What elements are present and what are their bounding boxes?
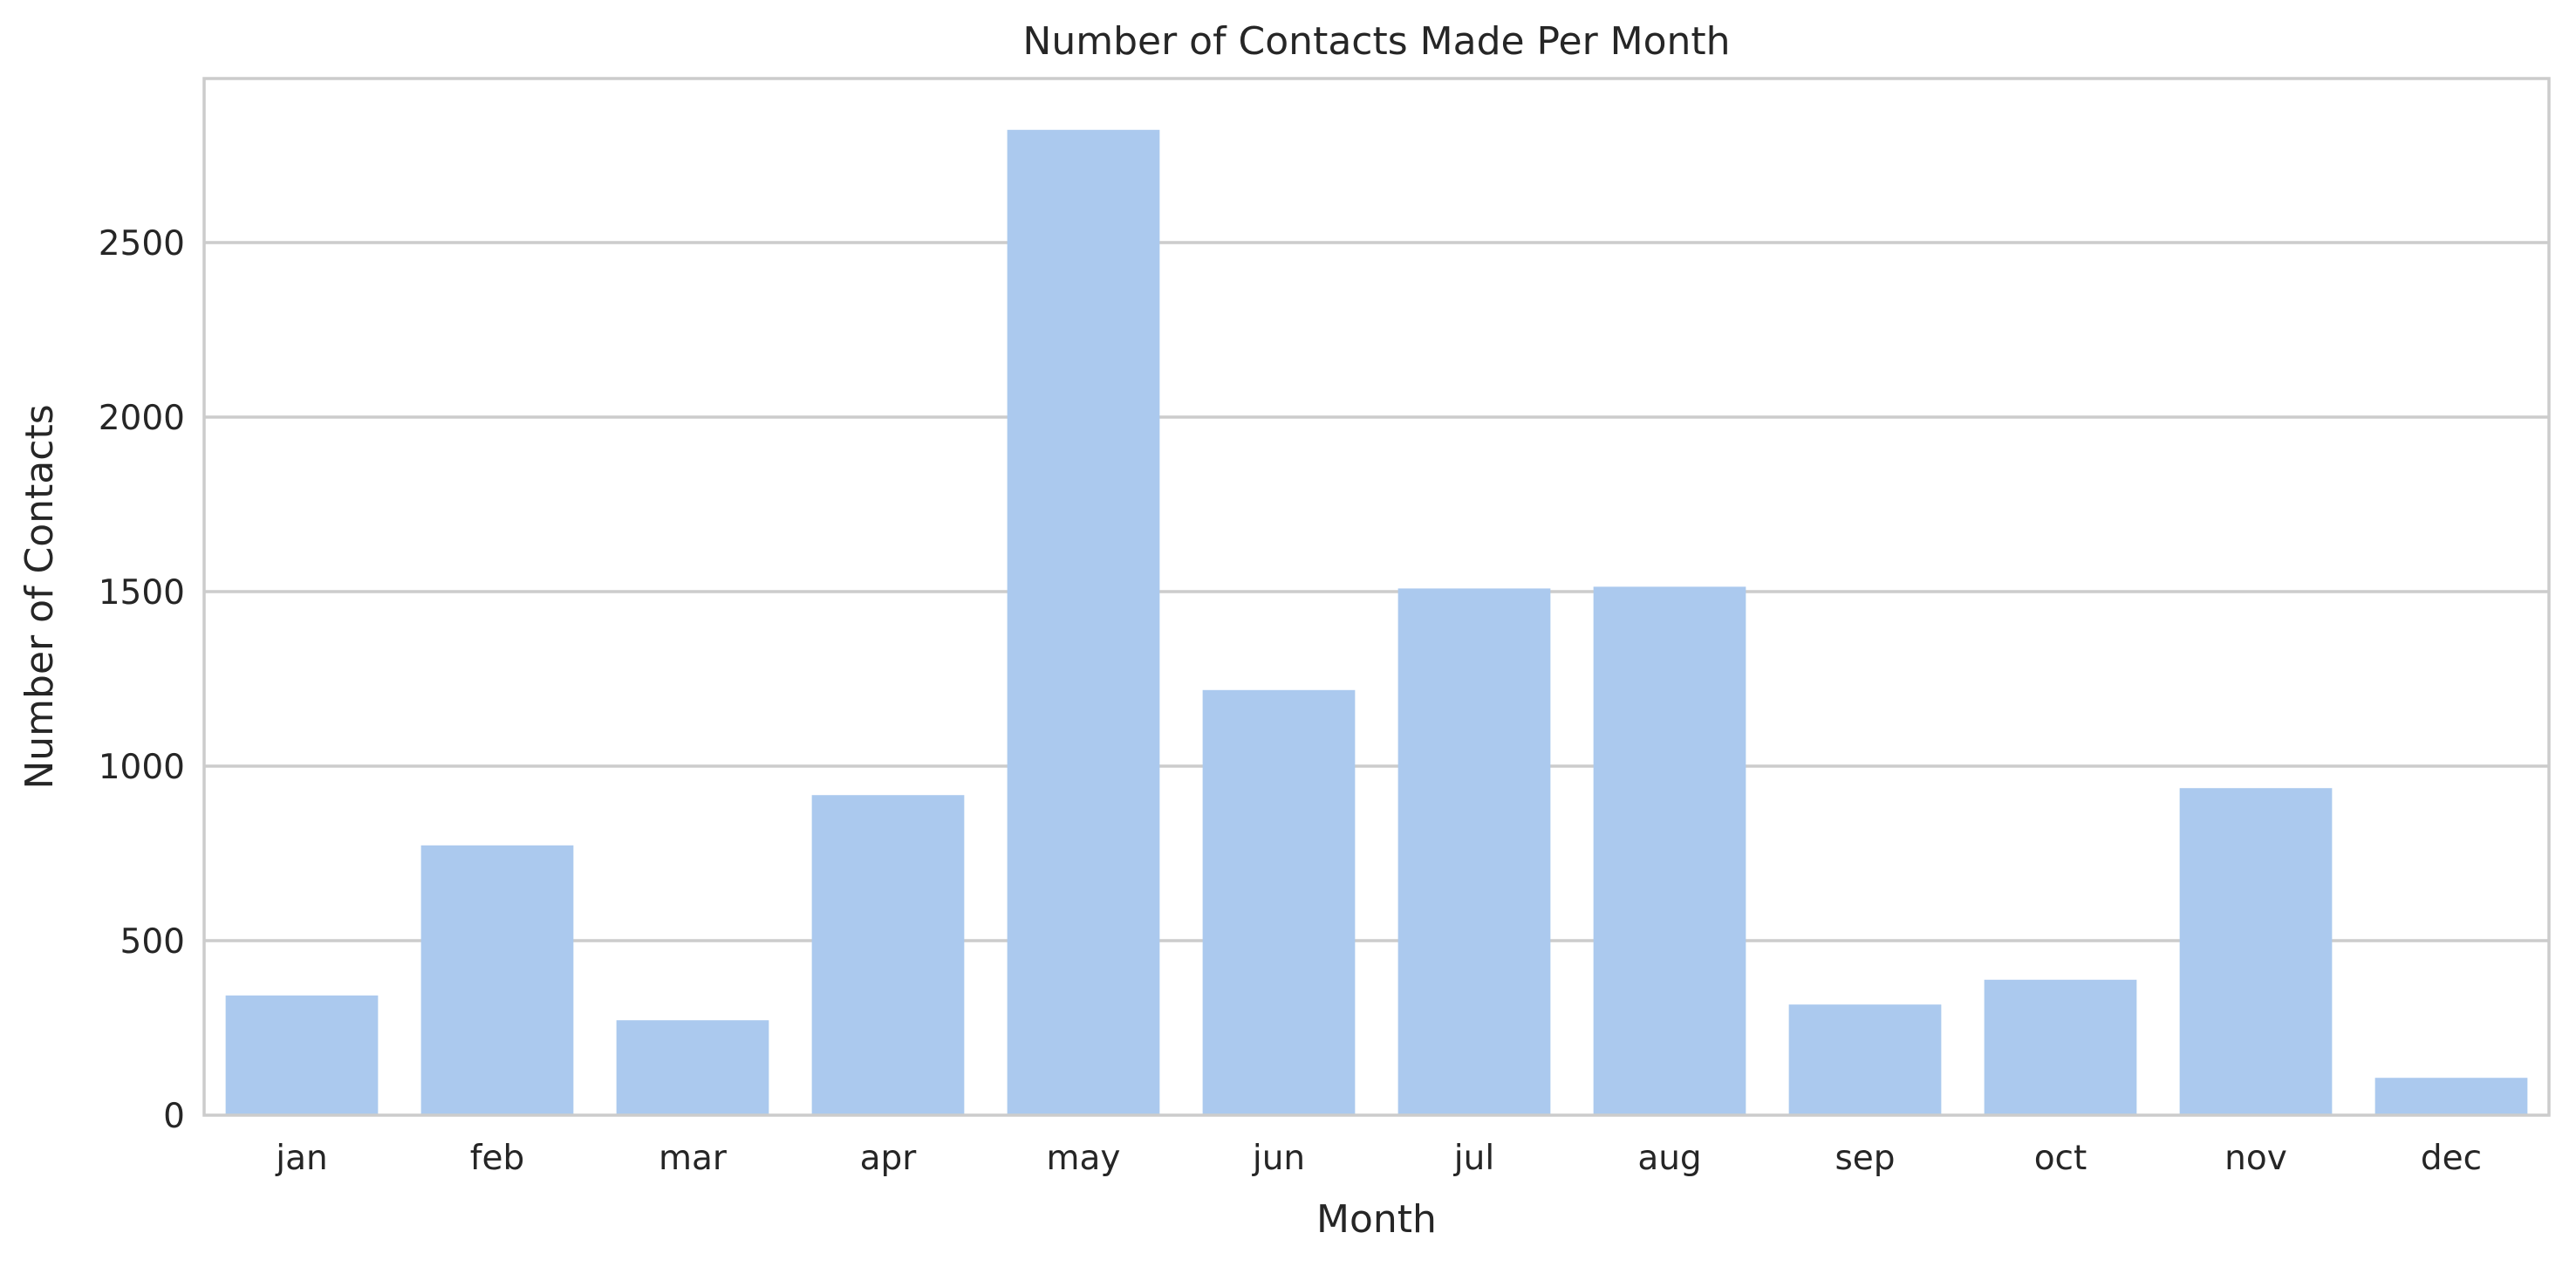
bars xyxy=(225,129,2528,1115)
x-tick-label: nov xyxy=(2224,1139,2287,1178)
bar-nov xyxy=(2179,788,2333,1115)
y-tick-label: 1500 xyxy=(99,573,185,613)
bar-apr xyxy=(811,795,965,1115)
bar-oct xyxy=(1984,979,2137,1115)
x-tick-label: feb xyxy=(470,1139,524,1178)
bar-dec xyxy=(2374,1078,2528,1115)
bar-may xyxy=(1007,129,1160,1115)
x-tick-label: jun xyxy=(1252,1139,1305,1178)
x-tick-label: may xyxy=(1047,1139,1121,1178)
x-tick-label: apr xyxy=(860,1139,918,1178)
x-axis-label: Month xyxy=(1316,1197,1437,1242)
x-tick-label: mar xyxy=(659,1139,728,1178)
x-tick-label: aug xyxy=(1637,1139,1701,1178)
bar-feb xyxy=(420,845,574,1115)
y-tick-label: 2000 xyxy=(99,399,185,438)
x-tick-label: jul xyxy=(1453,1139,1494,1178)
y-axis-label: Number of Contacts xyxy=(17,404,62,789)
x-tick-labels: jan feb mar apr may jun jul aug sep oct nov dec xyxy=(275,1139,2482,1178)
y-tick-label: 0 xyxy=(163,1097,185,1136)
bar-jun xyxy=(1202,689,1356,1115)
chart-title: Number of Contacts Made Per Month xyxy=(1022,19,1730,64)
grid-lines xyxy=(204,241,2549,942)
y-tick-label: 500 xyxy=(120,922,185,962)
x-tick-label: dec xyxy=(2421,1139,2482,1178)
x-tick-label: jan xyxy=(275,1139,327,1178)
bar-sep xyxy=(1788,1004,1942,1115)
bar-jul xyxy=(1397,588,1551,1115)
plot-frame xyxy=(202,77,2551,1117)
bar-aug xyxy=(1593,586,1746,1115)
x-tick-label: oct xyxy=(2034,1139,2087,1178)
y-tick-label: 2500 xyxy=(99,224,185,264)
x-tick-label: sep xyxy=(1835,1139,1895,1178)
y-tick-label: 1000 xyxy=(99,748,185,787)
bar-jan xyxy=(225,995,379,1115)
y-tick-labels: 0 500 1000 1500 2000 2500 xyxy=(99,224,185,1136)
bar-mar xyxy=(616,1020,769,1115)
